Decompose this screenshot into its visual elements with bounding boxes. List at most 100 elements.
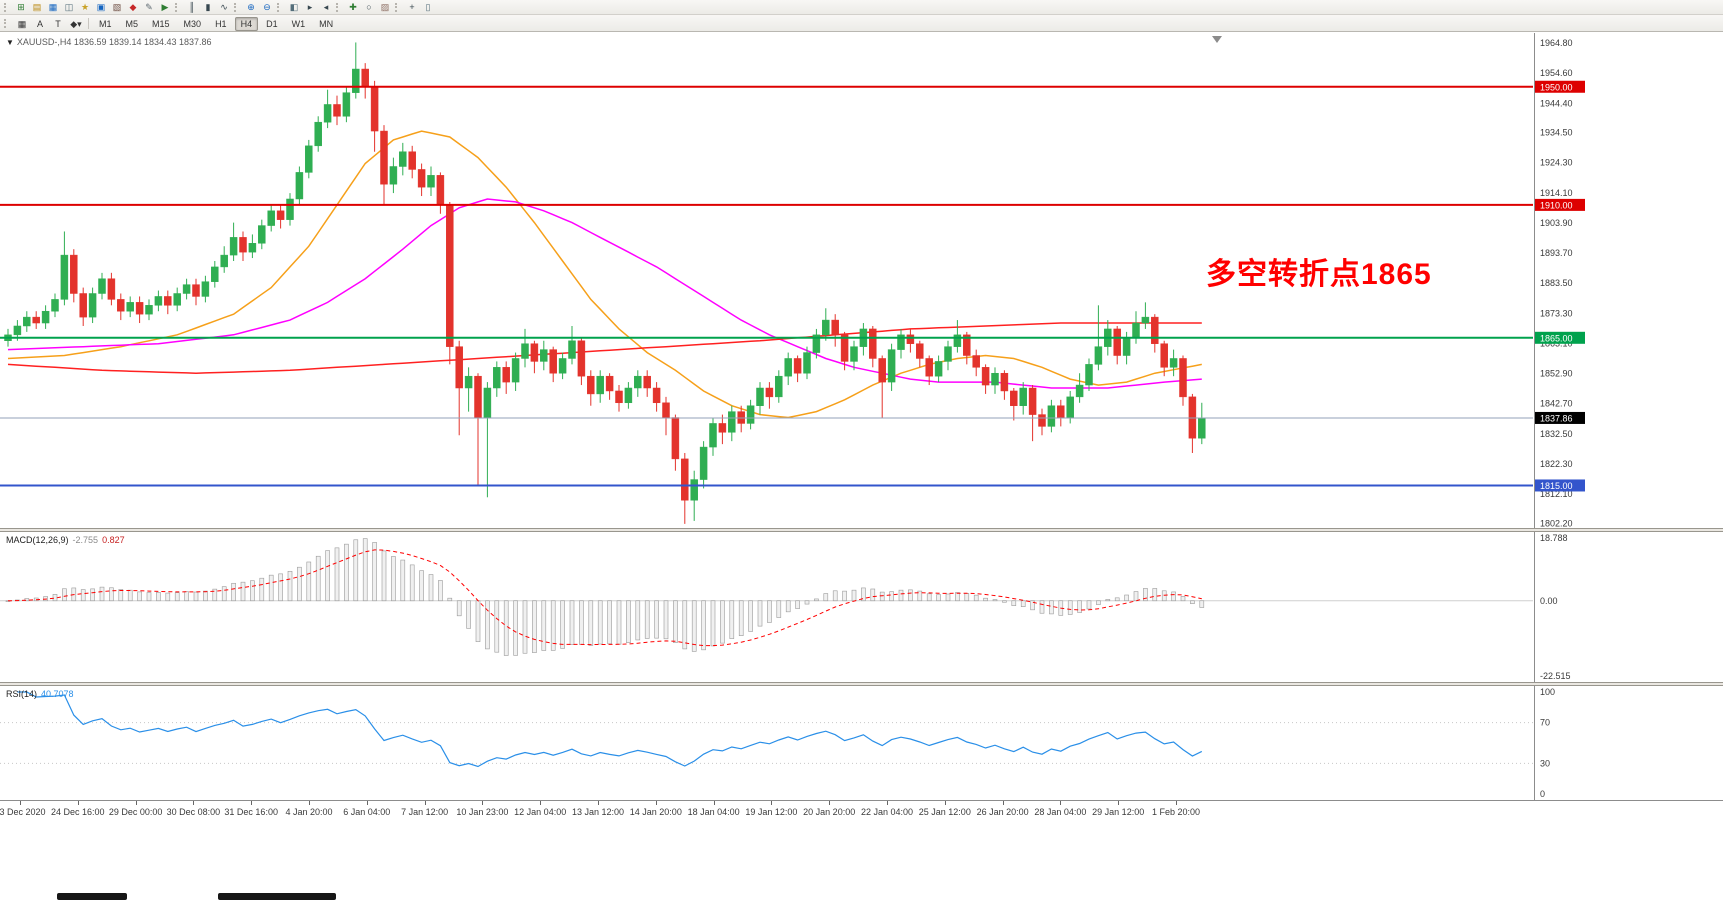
rsi-canvas[interactable]: 100 70 30 0: [0, 686, 1723, 800]
auto-scroll-icon[interactable]: ▸: [307, 2, 313, 12]
svg-text:1832.50: 1832.50: [1540, 429, 1573, 439]
toolbar-grip: [175, 2, 180, 12]
time-label: 28 Jan 04:00: [1034, 807, 1087, 817]
navigator-icon[interactable]: ★: [80, 2, 90, 12]
one-click-trading-arrow[interactable]: ▼: [6, 38, 14, 47]
time-label: 6 Jan 04:00: [343, 807, 391, 817]
grid-toggle-icon[interactable]: ▦: [17, 19, 27, 29]
svg-text:1802.20: 1802.20: [1540, 518, 1573, 528]
rsi-axis: 100 70 30 0: [1540, 687, 1555, 799]
macd-canvas[interactable]: 18.788 0.00 -22.515: [0, 532, 1723, 682]
new-chart-icon[interactable]: ⊞: [17, 2, 25, 12]
objects-tool-icon[interactable]: ◆▾: [70, 19, 82, 29]
svg-text:1914.10: 1914.10: [1540, 188, 1573, 198]
footer-bar-2: [218, 893, 336, 900]
print-icon[interactable]: ▯: [425, 2, 431, 12]
timeframe-mn[interactable]: MN: [319, 19, 334, 29]
pane-separator-2[interactable]: [0, 682, 1723, 686]
toolbar-grip: [395, 2, 400, 12]
ma-fast-orange: [7, 130, 1202, 419]
toolbar-grip: [277, 2, 282, 12]
bar-chart-mode-icon[interactable]: ║: [188, 2, 196, 12]
svg-text:1865.00: 1865.00: [1540, 333, 1573, 343]
time-tick: [713, 801, 715, 805]
price-pane[interactable]: 1964.80 1954.60 1944.40 1934.50 1924.30 1914.…: [0, 33, 1723, 528]
toolbar-line-studies: ▦ A T ◆▾ M1 M5 M15 M30 H1 H4 D1 W1 MN: [0, 15, 1723, 32]
timeframe-toolbar: M1 M5 M15 M30 H1 H4 D1 W1 MN: [92, 14, 340, 32]
templates-icon[interactable]: ▨: [380, 2, 390, 12]
metaeditor-icon[interactable]: ✎: [145, 2, 153, 12]
text-tool-icon[interactable]: A: [36, 19, 43, 29]
time-label: 10 Jan 23:00: [456, 807, 509, 817]
time-tick: [424, 801, 426, 805]
time-label: 12 Jan 04:00: [514, 807, 567, 817]
time-label: 13 Jan 12:00: [571, 807, 625, 817]
time-label: 30 Dec 08:00: [166, 807, 221, 817]
macd-axis: 18.788 0.00 -22.515: [1540, 533, 1571, 681]
timeframe-h4[interactable]: H4: [234, 17, 259, 31]
timeframe-m1[interactable]: M1: [99, 19, 112, 29]
text-label-tool-icon[interactable]: T: [55, 19, 61, 29]
chart-shift-marker[interactable]: [1212, 36, 1222, 43]
time-tick: [20, 801, 21, 805]
market-watch-icon[interactable]: ▦: [48, 2, 58, 12]
time-tick: [309, 801, 310, 805]
svg-text:1812.10: 1812.10: [1540, 489, 1573, 499]
svg-text:1842.70: 1842.70: [1540, 399, 1573, 409]
toolbar-grip: [234, 2, 239, 12]
timeframe-d1[interactable]: D1: [266, 19, 278, 29]
time-label: 14 Jan 20:00: [629, 807, 682, 817]
terminal-icon[interactable]: ▣: [96, 2, 106, 12]
timeframe-w1[interactable]: W1: [291, 19, 306, 29]
time-label: 22 Jan 04:00: [860, 807, 914, 817]
data-window-icon[interactable]: ◫: [64, 2, 74, 12]
time-tick: [540, 801, 542, 805]
timeframe-m5[interactable]: M5: [125, 19, 139, 29]
candlestick-mode-icon[interactable]: ▮: [205, 2, 211, 12]
svg-text:1822.30: 1822.30: [1540, 459, 1573, 469]
line-chart-mode-icon[interactable]: ∿: [220, 2, 228, 12]
chart-shift-icon[interactable]: ◂: [323, 2, 329, 12]
svg-text:30: 30: [1540, 758, 1550, 768]
footer-area: [0, 822, 1723, 907]
indicators-icon[interactable]: ✚: [349, 2, 357, 12]
time-tick: [366, 801, 368, 805]
time-label: 26 Jan 20:00: [976, 807, 1029, 817]
price-axis: 1964.80 1954.60 1944.40 1934.50 1924.30 1914.…: [1540, 38, 1573, 528]
price-chart-canvas[interactable]: 1964.80 1954.60 1944.40 1934.50 1924.30 1914.…: [0, 33, 1723, 528]
profiles-icon[interactable]: ▤: [32, 2, 42, 12]
new-order-icon[interactable]: ◆: [129, 2, 137, 12]
timeframe-h1[interactable]: H1: [215, 19, 227, 29]
chart-title: ▼ XAUUSD-,H4 1836.59 1839.14 1834.43 1837…: [6, 37, 212, 47]
toolbar-grip: [336, 2, 341, 12]
toolbar-grip: [4, 2, 9, 12]
timeframe-m15[interactable]: M15: [152, 19, 170, 29]
zoom-out-icon[interactable]: ⊖: [263, 2, 271, 12]
pane-separator-1[interactable]: [0, 528, 1723, 532]
svg-text:1910.00: 1910.00: [1540, 200, 1573, 210]
ma-lines-layer: [7, 130, 1202, 419]
macd-pane[interactable]: 18.788 0.00 -22.515 MACD(12,26,9) -2.755 0.8…: [0, 532, 1723, 682]
time-label: 4 Jan 20:00: [285, 807, 333, 817]
crosshair-icon[interactable]: +: [409, 2, 415, 12]
periods-icon[interactable]: ○: [366, 2, 372, 12]
time-tick: [1118, 801, 1120, 805]
rsi-value: 40.7078: [41, 689, 74, 699]
time-label: 7 Jan 12:00: [401, 807, 449, 817]
macd-value-main: -2.755: [72, 535, 99, 545]
rsi-pane[interactable]: 100 70 30 0 RSI(14) 40.7078: [0, 686, 1723, 800]
zoom-in-icon[interactable]: ⊕: [247, 2, 255, 12]
strategy-tester-icon[interactable]: ▧: [112, 2, 122, 12]
svg-text:1903.90: 1903.90: [1540, 218, 1573, 228]
macd-label: MACD(12,26,9) -2.755 0.827: [6, 535, 125, 545]
chart-annotation[interactable]: 多空转折点1865: [1206, 258, 1432, 291]
timeframe-m30[interactable]: M30: [183, 19, 202, 29]
svg-text:1964.80: 1964.80: [1540, 38, 1573, 48]
autotrading-icon[interactable]: ▶: [161, 2, 169, 12]
tile-windows-icon[interactable]: ◧: [289, 2, 299, 12]
ma-slow-red: [7, 322, 1202, 374]
svg-text:1944.40: 1944.40: [1540, 98, 1573, 108]
time-tick: [1060, 801, 1062, 805]
